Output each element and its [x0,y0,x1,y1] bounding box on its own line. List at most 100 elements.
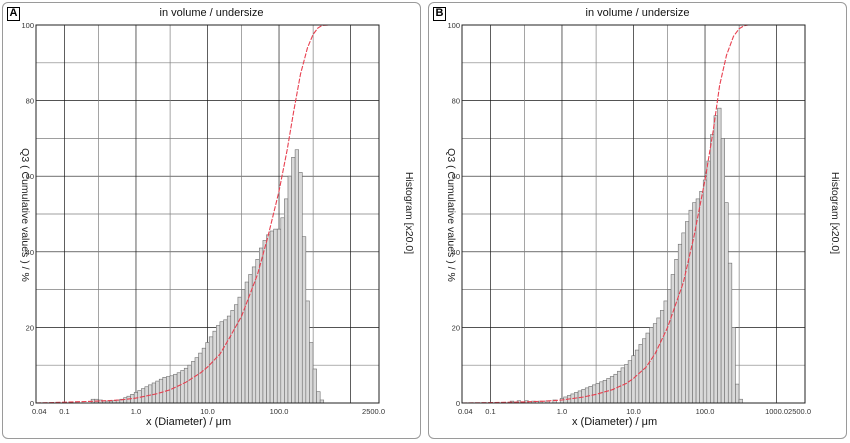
histogram-bar [266,234,271,404]
panel-label-a: A [7,7,20,21]
histogram-bar [581,389,586,404]
histogram-bar [208,336,214,404]
y-tick-label: 60 [26,172,34,181]
plot-frame [461,24,806,404]
histogram-bar [269,230,274,404]
histogram-bar [305,300,310,404]
histogram-bar [695,198,700,404]
histogram-bar [191,361,196,404]
histogram-bar [674,259,679,404]
x-tick-label: 2500.0 [788,407,811,416]
histogram-bar [631,355,636,404]
histogram-bar [559,398,565,404]
histogram-bar [216,325,221,404]
histogram-bar [731,327,736,404]
histogram-bar [241,289,246,404]
y-tick-label: 60 [452,172,460,181]
plot-frame [35,24,380,404]
histogram-bar [176,372,181,404]
histogram-bar [255,259,260,404]
histogram-bar [706,160,711,404]
x-tick-label: 1.0 [131,407,141,416]
y-axis-label-left-a: Q3 ( Cumulative values ) / % [19,148,31,282]
cumulative-curve-q3 [461,24,805,404]
histogram-bar [688,209,693,404]
histogram-bar [642,338,647,404]
histogram-bar [180,370,185,404]
histogram-bar [663,300,668,404]
histogram-bar [155,380,160,404]
histogram-bar [301,236,307,404]
histogram-bar [720,138,725,404]
histogram-bar [148,384,153,404]
histogram-bar [183,367,189,404]
histogram-bar [251,266,257,404]
histogram-bar [312,368,317,404]
histogram-bar [724,202,729,404]
histogram-bar [144,386,149,404]
histogram-bar [645,332,650,404]
y-tick-label: 20 [452,323,460,332]
histogram-bar [237,296,242,404]
histogram-bar [219,321,224,404]
y-tick-label: 80 [452,97,460,106]
histogram-bar [151,382,156,404]
plot-area-b: 0 20 40 60 80 100 0.04 0.1 1.0 10.0 100.0 1000.0 250… [447,21,811,416]
histogram-bar [198,352,203,404]
y-axis-label-left-b: Q3 ( Cumulative values ) / % [445,148,457,282]
histogram-bar [677,243,683,404]
x-tick-label: 0.1 [485,407,495,416]
histogram-bar [230,310,235,404]
histogram-bar [710,134,715,404]
histogram-bar [717,107,722,404]
histogram-bar [212,330,217,404]
histogram-bar [287,175,292,404]
histogram-bar [652,323,658,404]
histogram-bar [681,232,686,404]
histogram-bar [233,304,239,404]
histogram-bar [262,240,267,404]
x-tick-label: 2500.0 [362,407,385,416]
histogram-bar [291,157,296,404]
x-tick-label: 0.04 [32,407,47,416]
histogram-bar [309,342,314,404]
y-tick-label: 40 [452,248,460,257]
x-tick-label: 10.0 [200,407,215,416]
histogram-bar [298,172,303,404]
histogram-bar [656,317,661,404]
chart-title-b: in volume / undersize [585,7,690,19]
histogram-bar [670,274,675,404]
histogram-bar [226,315,232,404]
y-tick-label: 20 [26,323,34,332]
histogram-bar [316,391,321,404]
y-tick-label: 100 [21,21,34,30]
histogram-bar [158,378,164,404]
chart-title-a: in volume / undersize [159,7,264,19]
histogram-bar [194,357,199,404]
histogram-bar [259,247,264,404]
histogram-bar [738,398,743,404]
histogram-bar [649,327,654,404]
cumulative-curve-q3 [35,24,379,404]
panel-label-b: B [433,7,446,21]
histogram-bar [685,221,690,404]
y-axis-label-right-a: Histogram [x20.0] [403,171,415,255]
x-axis-label-a: x (Diameter) / μm [146,416,232,428]
histogram-bar [273,228,278,404]
histogram-bar [276,228,282,404]
histogram-bar [294,149,299,404]
histogram-bar [201,347,207,404]
chart-panel-a: A in volume / undersize 0 20 40 60 80 100 0.04… [2,2,421,439]
histogram-bar [699,191,704,404]
histogram-bar [659,310,665,404]
y-tick-label: 100 [447,21,460,30]
x-tick-label: 0.1 [59,407,69,416]
x-tick-label: 100.0 [270,407,289,416]
x-tick-label: 0.04 [458,407,473,416]
histogram-bar [205,342,210,404]
chart-panel-b: B in volume / undersize 0 20 40 60 80 100 0.04… [428,2,847,439]
histogram-bar [162,376,167,404]
y-tick-label: 0 [30,399,34,408]
histogram-bar [727,262,733,404]
histogram-bar [187,364,192,404]
